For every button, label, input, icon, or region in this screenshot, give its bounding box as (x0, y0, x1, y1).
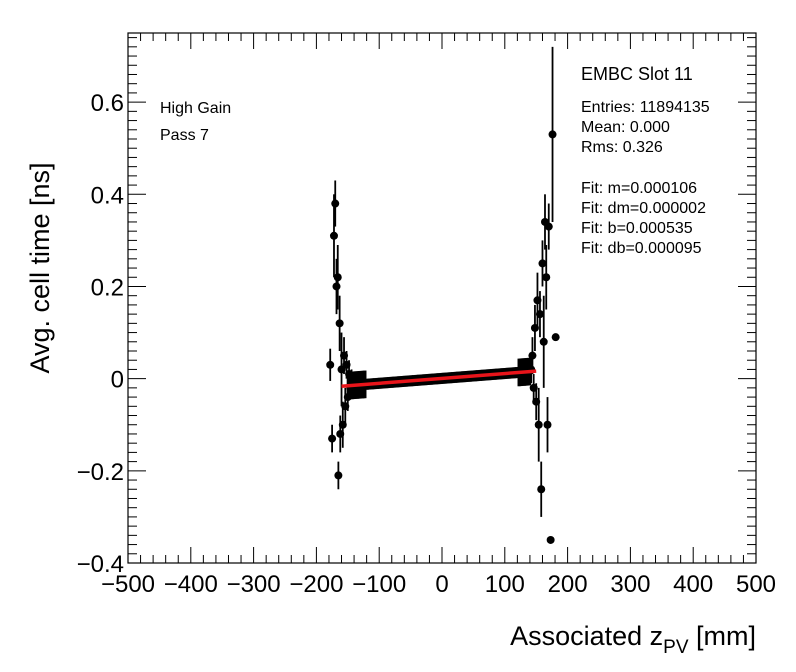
stats-fit-b: Fit: b=0.000535 (581, 220, 693, 237)
annotation-high-gain: High Gain (160, 100, 231, 117)
y-tick-label: 0.2 (91, 274, 124, 301)
data-point (542, 273, 551, 282)
y-tick-label: 0 (111, 367, 124, 394)
stats-box: EMBC Slot 11 Entries: 11894135 Mean: 0.0… (581, 64, 710, 257)
data-point (329, 231, 338, 240)
data-point (546, 535, 555, 544)
data-point (538, 259, 547, 268)
data-point (548, 130, 557, 139)
data-point (539, 337, 548, 346)
tick-labels: −500 −400 −300 −200 −100 0 100 200 300 400 500 −0.4… (77, 90, 776, 598)
y-tick-label: 0.6 (91, 90, 124, 117)
annotation-pass: Pass 7 (160, 127, 209, 144)
fit-line (341, 369, 537, 388)
stats-title: EMBC Slot 11 (581, 64, 693, 84)
x-tick-label: −500 (101, 571, 155, 598)
data-point (326, 360, 335, 369)
x-tick-label: −400 (164, 571, 218, 598)
fit-line-group (341, 369, 537, 388)
plot-frame (127, 32, 757, 564)
x-tick-label: 200 (548, 571, 588, 598)
stats-mean: Mean: 0.000 (581, 119, 670, 136)
x-tick-label: 500 (736, 571, 776, 598)
data-point (537, 485, 546, 494)
axis-ticks (127, 33, 757, 564)
x-tick-label: −200 (289, 571, 343, 598)
data-point (332, 282, 341, 291)
data-point (331, 199, 340, 208)
stats-entries: Entries: 11894135 (581, 99, 710, 116)
x-tick-label: −300 (227, 571, 281, 598)
y-tick-label: −0.4 (77, 551, 124, 578)
data-point (333, 273, 342, 282)
data-point (544, 222, 553, 231)
x-tick-label: 0 (435, 571, 448, 598)
x-tick-label: −100 (352, 571, 406, 598)
y-axis-title: Avg. cell time [ns] (25, 162, 55, 373)
x-tick-label: 100 (485, 571, 525, 598)
data-point (347, 374, 356, 383)
data-point (543, 420, 552, 429)
data-point (535, 310, 544, 319)
data-point (334, 471, 343, 480)
data-point (528, 351, 537, 360)
data-markers (326, 46, 560, 544)
data-point (551, 333, 560, 342)
x-tick-label: 300 (610, 571, 650, 598)
stats-rms: Rms: 0.326 (581, 139, 663, 156)
y-tick-label: −0.2 (77, 459, 124, 486)
data-point (534, 420, 543, 429)
x-tick-label: 400 (673, 571, 713, 598)
data-point (335, 319, 344, 328)
y-tick-label: 0.4 (91, 182, 124, 209)
stats-fit-dm: Fit: dm=0.000002 (581, 200, 706, 217)
x-axis-title: Associated zPV [mm] (510, 621, 756, 658)
data-point (328, 434, 337, 443)
stats-fit-db: Fit: db=0.000095 (581, 240, 702, 257)
stats-fit-m: Fit: m=0.000106 (581, 180, 697, 197)
